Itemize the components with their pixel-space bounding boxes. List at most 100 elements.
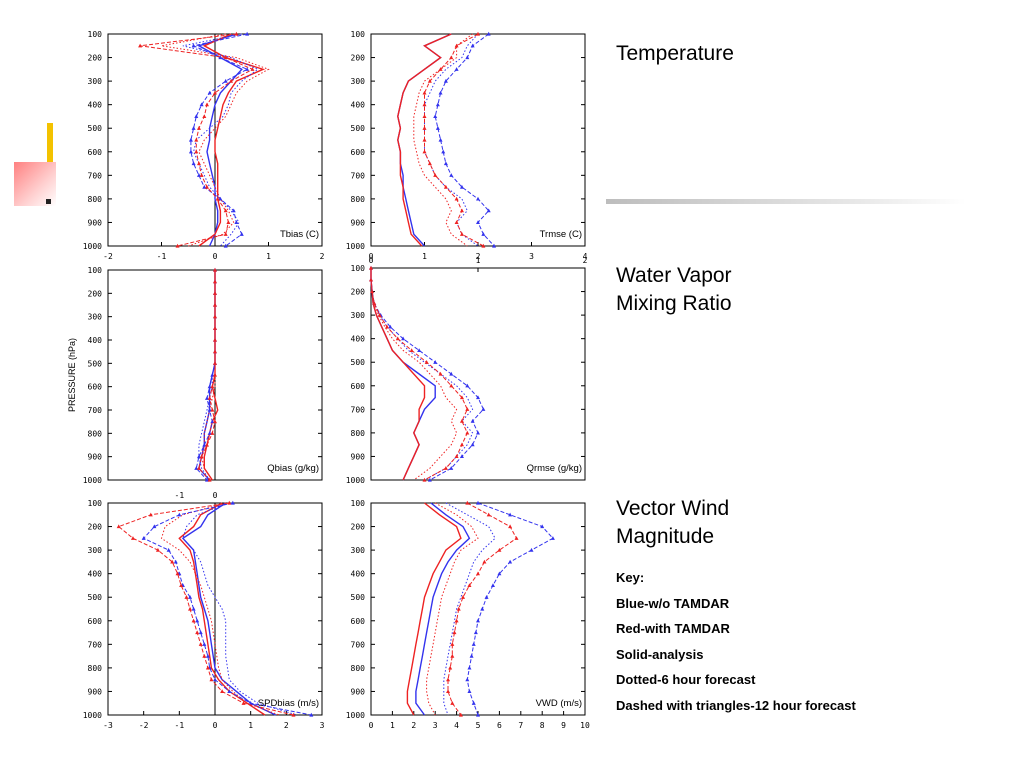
data-point-triangle (188, 137, 193, 142)
data-point-triangle (184, 595, 189, 599)
data-point-triangle (540, 524, 545, 529)
data-point-triangle (476, 712, 480, 717)
data-point-triangle (454, 454, 459, 459)
data-point-triangle (196, 454, 201, 459)
data-point-triangle (198, 630, 203, 635)
data-point-triangle (229, 78, 234, 83)
plot-title: VWD (m/s) (536, 698, 582, 709)
data-point-triangle (207, 90, 212, 95)
data-point-triangle (372, 301, 377, 305)
data-point-triangle (179, 583, 184, 588)
y-tick-label: 1000 (346, 242, 365, 251)
data-point-triangle (465, 383, 470, 388)
data-point-triangle (449, 55, 454, 60)
y-tick-label: 100 (88, 266, 103, 275)
data-point-triangle (446, 677, 451, 682)
data-point-triangle (385, 324, 390, 329)
data-point-triangle (175, 571, 180, 576)
data-point-triangle (202, 642, 207, 646)
data-point-triangle (471, 701, 476, 705)
data-point-triangle (195, 630, 200, 635)
data-point-triangle (213, 90, 217, 95)
data-point-triangle (459, 442, 464, 447)
data-point-triangle (141, 536, 146, 540)
y-tick-label: 200 (351, 288, 366, 297)
data-point-triangle (204, 396, 209, 400)
series-line-solid (397, 33, 452, 247)
data-point-triangle (450, 653, 455, 658)
y-tick-label: 300 (351, 77, 366, 86)
data-point-triangle (470, 43, 475, 48)
data-point-triangle (449, 383, 454, 388)
x-tick-label: 4 (583, 252, 588, 261)
data-point-triangle (443, 161, 448, 166)
y-tick-label: 500 (88, 359, 103, 368)
y-tick-label: 200 (88, 289, 103, 298)
data-point-triangle (449, 466, 454, 470)
series-line-solid (198, 33, 266, 247)
series-line-dotted (182, 502, 298, 716)
data-point-triangle (227, 689, 232, 694)
data-point-triangle (213, 326, 217, 330)
y-tick-label: 600 (351, 617, 366, 626)
chart-spdbias: 100 200 300 400 500 600 700 800 900 1000-3 -2 -1 0 1 2… (83, 491, 325, 730)
data-point-triangle (204, 477, 209, 482)
series-line-dotted (443, 502, 496, 716)
data-point-triangle (395, 336, 400, 341)
data-point-triangle (213, 677, 217, 682)
series-line-solid (406, 502, 462, 716)
y-tick-label: 800 (351, 664, 366, 673)
data-point-triangle (497, 547, 502, 552)
data-point-triangle (204, 442, 209, 447)
data-point-triangle (210, 431, 215, 435)
y-tick-label: 700 (88, 171, 103, 180)
label-vector-wind: Vector Wind Magnitude (616, 497, 730, 548)
y-tick-label: 900 (88, 218, 103, 227)
data-point-triangle (461, 595, 466, 599)
y-tick-label: 500 (351, 124, 366, 133)
data-point-triangle (234, 220, 239, 225)
y-tick-label: 400 (351, 570, 366, 579)
x-top-tick-label: -1 (175, 491, 185, 500)
series-line-solid (178, 502, 266, 716)
data-point-triangle (443, 78, 448, 83)
data-point-triangle (467, 583, 472, 588)
y-tick-label: 800 (351, 195, 366, 204)
data-point-triangle (458, 712, 463, 717)
data-point-triangle (476, 571, 480, 576)
data-point-triangle (454, 67, 459, 71)
x-tick-label: 0 (369, 256, 374, 265)
x-tick-label: 8 (540, 721, 545, 730)
y-tick-label: 700 (351, 405, 366, 414)
data-point-triangle (438, 90, 443, 95)
x-tick-label: 2 (411, 721, 416, 730)
plot-title: SPDbias (m/s) (258, 698, 319, 709)
data-point-triangle (213, 314, 217, 319)
y-tick-label: 900 (351, 452, 366, 461)
x-tick-label: 4 (454, 721, 459, 730)
data-point-triangle (486, 31, 491, 36)
data-point-triangle (191, 161, 196, 166)
data-point-triangle (450, 701, 455, 705)
y-tick-label: 1000 (83, 242, 102, 251)
x-tick-label: 5 (476, 721, 481, 730)
data-point-triangle (438, 137, 443, 142)
y-tick-label: 700 (351, 640, 366, 649)
data-point-triangle (369, 277, 373, 282)
data-point-triangle (550, 536, 555, 540)
y-tick-label: 800 (88, 664, 103, 673)
y-tick-label: 600 (351, 148, 366, 157)
y-tick-label: 400 (88, 336, 103, 345)
data-point-triangle (207, 407, 212, 412)
data-point-triangle (370, 289, 375, 294)
data-point-triangle (465, 430, 470, 435)
data-point-triangle (422, 90, 427, 95)
data-point-triangle (199, 102, 204, 107)
data-point-triangle (441, 149, 446, 154)
data-point-triangle (467, 689, 472, 694)
data-point-triangle (188, 606, 193, 611)
x-tick-label: 2 (284, 721, 289, 730)
y-tick-label: 1000 (83, 711, 102, 720)
key-item-blue: Blue-w/o TAMDAR (616, 595, 730, 611)
data-point-triangle (433, 114, 438, 119)
